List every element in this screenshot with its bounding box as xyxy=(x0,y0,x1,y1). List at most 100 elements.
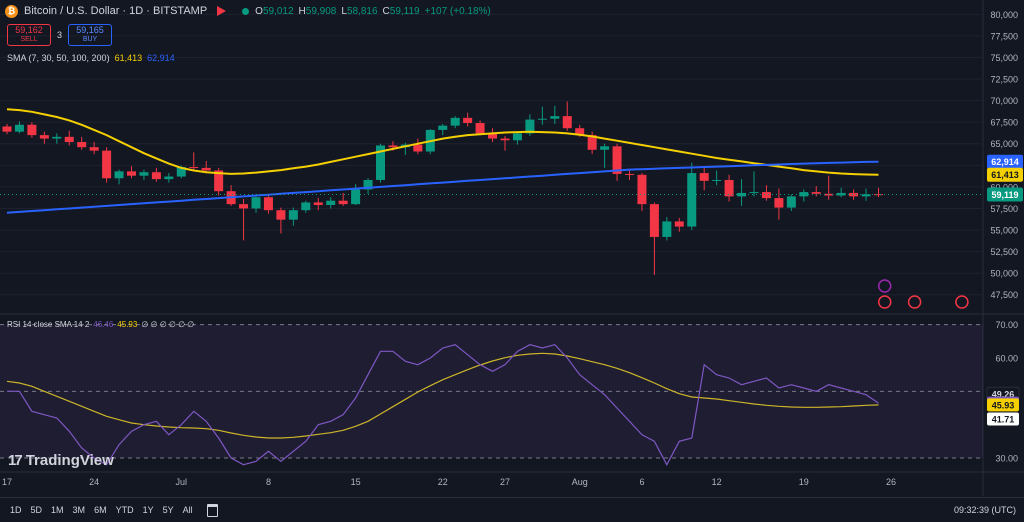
candle-body xyxy=(500,138,510,141)
candle-body xyxy=(351,189,361,205)
candle-body xyxy=(139,172,149,176)
timeframe-3m-button[interactable]: 3M xyxy=(72,505,86,515)
price-axis-label: 59,119 xyxy=(991,190,1018,200)
price-tick-label: 60,000 xyxy=(990,182,1018,192)
candle-body xyxy=(836,192,846,196)
candle-body xyxy=(52,136,62,139)
rsi-axis-label: 49.26 xyxy=(992,389,1015,399)
timeframe-all-button[interactable]: All xyxy=(182,505,193,515)
event-marker-icon xyxy=(955,295,969,309)
candle-body xyxy=(612,146,622,174)
candle-body xyxy=(276,210,286,220)
time-tick-label: 15 xyxy=(351,477,361,487)
rsi-line xyxy=(7,344,879,466)
candle-body xyxy=(151,172,161,180)
price-tick-label: 52,500 xyxy=(990,247,1018,257)
candle-body xyxy=(201,167,211,171)
sma-legend[interactable]: SMA (7, 30, 50, 100, 200) 61,413 62,914 xyxy=(7,53,175,63)
bitcoin-icon: ₿ xyxy=(5,4,18,18)
candle-body xyxy=(649,204,659,237)
candle-body xyxy=(662,221,672,237)
candle-body xyxy=(77,142,87,148)
price-tick-label: 47,500 xyxy=(990,290,1018,300)
timeframe-1d-button[interactable]: 1D xyxy=(10,505,22,515)
candle-body xyxy=(637,174,647,205)
time-tick-label: 26 xyxy=(886,477,896,487)
event-marker-icon xyxy=(877,295,892,309)
candle-body xyxy=(861,194,871,197)
candle-body xyxy=(625,173,634,175)
candle-body xyxy=(263,197,273,211)
price-axis-label-box xyxy=(987,167,1023,182)
rsi-tick-label: 30.00 xyxy=(995,454,1018,464)
candle-body xyxy=(376,145,385,180)
candle-body xyxy=(127,171,136,176)
rsi-legend[interactable]: RSI 14 close SMA 14 2 46.46 45.93 ∅ ∅ ∅ … xyxy=(7,320,195,329)
price-tick-label: 50,000 xyxy=(990,269,1018,279)
candle-body xyxy=(301,202,311,211)
candle-body xyxy=(288,210,298,220)
rsi-tick-label: 60.00 xyxy=(995,354,1018,364)
candle-body xyxy=(214,170,224,192)
rsi-axis-label: 41.71 xyxy=(992,414,1015,424)
time-tick-label: 22 xyxy=(438,477,448,487)
candle-body xyxy=(687,173,697,227)
timeframe-5d-button[interactable]: 5D xyxy=(30,505,43,515)
price-axis-label: 62,914 xyxy=(991,157,1019,167)
rsi-ma-line xyxy=(6,352,879,439)
candle-body xyxy=(114,171,124,179)
time-tick-label: 17 xyxy=(2,477,12,487)
time-tick-label: Aug xyxy=(572,477,588,487)
candle-body xyxy=(724,179,734,197)
calendar-icon[interactable] xyxy=(206,503,218,517)
price-tick-label: 70,000 xyxy=(990,96,1018,106)
candle-body xyxy=(102,150,112,179)
time-tick-label: 8 xyxy=(266,477,271,487)
candle-body xyxy=(239,204,249,209)
flag-icon[interactable] xyxy=(217,6,227,16)
candle-body xyxy=(14,124,24,132)
candle-body xyxy=(326,200,336,206)
time-tick-label: 27 xyxy=(500,477,510,487)
rsi-axis-label-box xyxy=(987,412,1019,426)
timeframe-6m-button[interactable]: 6M xyxy=(94,505,107,515)
symbol-title[interactable]: Bitcoin / U.S. Dollar · 1D · BITSTAMP xyxy=(24,5,208,17)
clock-readout[interactable]: 09:32:39 (UTC) xyxy=(953,505,1016,515)
candle-body xyxy=(674,221,684,227)
time-tick-label: Jul xyxy=(176,477,188,487)
price-tick-label: 77,500 xyxy=(990,31,1018,41)
candle-body xyxy=(488,133,498,139)
candle-body xyxy=(525,119,535,134)
sma-yellow-line xyxy=(6,108,879,176)
candle-body xyxy=(27,124,37,136)
candle-body xyxy=(737,192,747,197)
ohlc-values: O59,012 H59,908 L58,816 C59,119 +107 (+0… xyxy=(255,5,491,17)
rsi-axis-label: 45.93 xyxy=(992,400,1015,410)
price-tick-label: 80,000 xyxy=(990,10,1018,20)
timeframe-1y-button[interactable]: 1Y xyxy=(142,505,154,515)
candle-body xyxy=(874,194,883,196)
tradingview-logo[interactable]: 17 TradingView xyxy=(8,452,114,469)
rsi-axis-label-box xyxy=(987,398,1019,412)
price-tick-label: 65,000 xyxy=(990,139,1018,149)
candle-body xyxy=(176,167,186,177)
time-tick-label: 6 xyxy=(639,477,644,487)
candle-body xyxy=(512,133,522,141)
timeframe-1m-button[interactable]: 1M xyxy=(51,505,64,515)
candle-body xyxy=(89,147,99,151)
candle-body xyxy=(749,192,759,194)
candle-body xyxy=(811,192,821,194)
buy-button[interactable]: 59,165 BUY xyxy=(68,24,113,46)
timeframe-ytd-button[interactable]: YTD xyxy=(115,505,134,515)
sell-button[interactable]: 59,162 SELL xyxy=(7,24,51,46)
spread-value: 3 xyxy=(57,30,63,40)
timeframe-5y-button[interactable]: 5Y xyxy=(162,505,174,515)
candle-body xyxy=(600,146,610,150)
candle-body xyxy=(475,123,485,134)
sma-blue-line xyxy=(6,160,879,214)
candle-body xyxy=(699,173,709,181)
candle-body xyxy=(849,192,859,197)
rsi-tick-label: 70.00 xyxy=(995,320,1018,330)
candle-body xyxy=(562,116,572,129)
